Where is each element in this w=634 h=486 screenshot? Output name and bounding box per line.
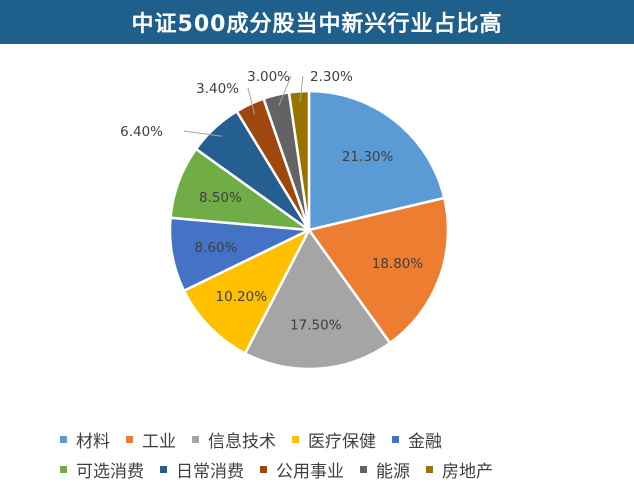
legend-row-1: 材料 工业 信息技术 医疗保健 金融 xyxy=(60,424,580,454)
slice-8-leader-line xyxy=(247,87,256,115)
slice-4-wedge xyxy=(182,228,311,355)
slice-9-leader-line xyxy=(278,75,292,106)
slice-10-label: 2.30% xyxy=(310,69,353,85)
slice-10-wedge xyxy=(287,89,311,232)
legend-item: 工业 xyxy=(126,427,176,452)
legend-row-2: 可选消费 日常消费 公用事业 能源 房地产 xyxy=(60,454,580,484)
legend-swatch xyxy=(126,435,133,443)
legend-swatch xyxy=(192,435,199,443)
legend-label: 公用事业 xyxy=(276,461,344,482)
legend-label: 金融 xyxy=(408,431,442,452)
slice-2-label: 18.80% xyxy=(372,256,424,272)
slice-4-label: 10.20% xyxy=(216,289,268,305)
legend-item: 信息技术 xyxy=(192,427,276,452)
title-banner: 中证500成分股当中新兴行业占比高 xyxy=(0,0,634,44)
legend-label: 工业 xyxy=(142,431,176,452)
legend-swatch xyxy=(60,435,67,443)
legend-label: 可选消费 xyxy=(76,461,144,482)
legend-label: 医疗保健 xyxy=(308,431,376,452)
slice-1-wedge xyxy=(307,89,446,232)
legend-item: 金融 xyxy=(392,427,442,452)
legend-swatch xyxy=(292,435,299,443)
slice-8-label: 3.40% xyxy=(196,81,239,97)
legend-label: 房地产 xyxy=(442,461,493,482)
legend-label: 能源 xyxy=(376,461,410,482)
legend-item: 能源 xyxy=(360,457,410,482)
legend-item: 医疗保健 xyxy=(292,427,376,452)
legend-label: 信息技术 xyxy=(208,431,276,452)
legend-swatch xyxy=(426,465,433,473)
legend-label: 日常消费 xyxy=(176,461,244,482)
slice-3-label: 17.50% xyxy=(290,317,342,333)
legend-item: 公用事业 xyxy=(260,457,344,482)
legend-item: 材料 xyxy=(60,427,110,452)
slice-5-label: 8.60% xyxy=(195,240,238,256)
legend-swatch xyxy=(392,435,399,443)
slice-7-leader-line xyxy=(183,130,223,137)
legend-swatch xyxy=(60,465,67,473)
legend-label: 材料 xyxy=(76,431,110,452)
legend-item: 房地产 xyxy=(426,457,493,482)
slice-7-label: 6.40% xyxy=(120,124,163,140)
chart-legend: 材料 工业 信息技术 医疗保健 金融可选消费 日常消费 公用事业 能源 房地产 xyxy=(60,424,580,484)
slice-6-label: 8.50% xyxy=(199,190,242,206)
slice-9-label: 3.00% xyxy=(247,69,290,85)
slice-3-wedge xyxy=(243,228,392,371)
legend-item: 可选消费 xyxy=(60,457,144,482)
pie-chart: 21.30% 18.80% 17.50% 10.20% 8.60% 8.50% 6.40% 3… xyxy=(120,69,450,371)
legend-swatch xyxy=(360,465,367,473)
slice-2-wedge xyxy=(307,196,450,345)
legend-item: 日常消费 xyxy=(160,457,244,482)
chart-title: 中证500成分股当中新兴行业占比高 xyxy=(131,12,503,37)
legend-swatch xyxy=(260,465,267,473)
slice-1-label: 21.30% xyxy=(342,149,394,165)
slice-10-leader-line xyxy=(299,75,304,103)
legend-swatch xyxy=(160,465,167,473)
